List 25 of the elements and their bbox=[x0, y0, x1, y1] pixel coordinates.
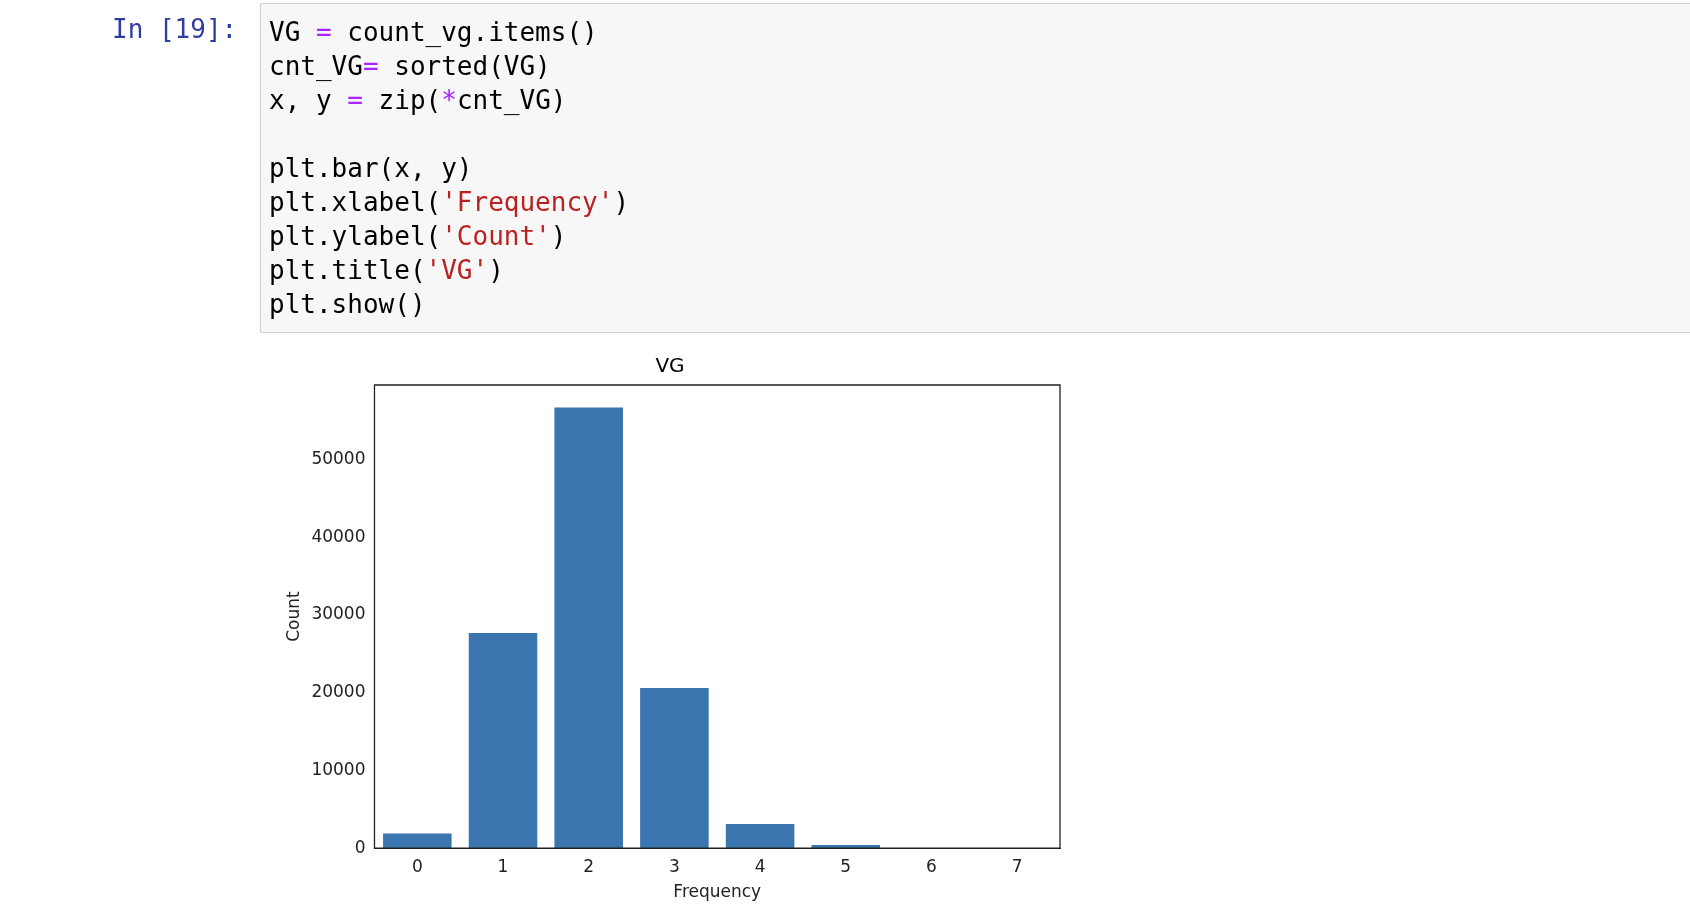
y-tick-label: 50000 bbox=[311, 448, 366, 469]
y-tick-label: 0 bbox=[354, 836, 366, 857]
y-tick-label: 20000 bbox=[311, 681, 366, 702]
y-tick-label: 30000 bbox=[311, 603, 366, 624]
bar bbox=[554, 407, 623, 849]
y-tick-label: 10000 bbox=[311, 758, 366, 779]
y-axis-title: Count bbox=[282, 591, 303, 642]
x-tick-label: 3 bbox=[668, 855, 680, 876]
x-tick-label: 1 bbox=[497, 855, 509, 876]
x-tick-label: 5 bbox=[840, 855, 852, 876]
x-tick-label: 0 bbox=[411, 855, 423, 876]
bar bbox=[725, 824, 795, 849]
bar bbox=[811, 845, 881, 849]
x-tick-label: 4 bbox=[754, 855, 766, 876]
text: In [19]: bbox=[112, 14, 238, 44]
bar bbox=[383, 833, 452, 849]
x-tick-label: 2 bbox=[583, 855, 595, 876]
x-axis-title: Frequency bbox=[673, 881, 762, 902]
bar bbox=[468, 632, 538, 849]
bar bbox=[640, 688, 709, 849]
text: VG = count_vg.items() cnt_VG= sorted(VG) x, y = zip(*cnt_VG) plt.bar(x, y) plt.xlabel('Frequency') plt.ylabel('Count') plt.title('VG') plt.show() bbox=[269, 17, 630, 319]
chart-title: VG bbox=[655, 353, 685, 378]
x-tick-label: 7 bbox=[1011, 855, 1023, 876]
y-tick-label: 40000 bbox=[311, 525, 366, 546]
x-tick-label: 6 bbox=[926, 855, 937, 876]
